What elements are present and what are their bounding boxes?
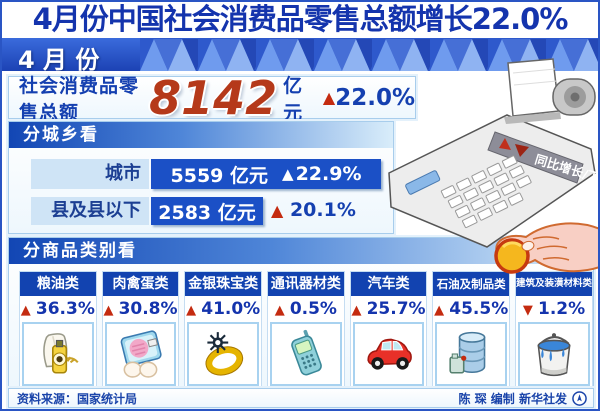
- down-triangle-icon: ▼: [522, 303, 533, 318]
- category-column-meat-eggs: 肉禽蛋类 ▲ 30.8%: [101, 271, 180, 389]
- urban-row-bar: 5559 亿元 ▲ 22.9%: [151, 159, 381, 189]
- up-triangle-icon: ▲: [322, 88, 336, 107]
- rural-row-value: 2583 亿元: [158, 201, 256, 224]
- page-title: 4月份中国社会消费品零售总额增长22.0%: [32, 2, 569, 36]
- rural-row-change: 20.1%: [289, 199, 356, 221]
- footer-bar: 资料来源：国家统计局 陈 琛 编制 新华社发: [8, 388, 594, 408]
- category-change-row: ▲ 41.0%: [185, 296, 261, 321]
- display-band: [487, 131, 584, 184]
- meat-eggs-icon: [120, 330, 162, 378]
- category-change-row: ▲ 30.8%: [103, 296, 179, 321]
- oil-barrel-icon: [449, 331, 486, 374]
- data-source: 资料来源：国家统计局: [17, 391, 138, 406]
- up-triangle-icon: ▲: [103, 303, 114, 318]
- urban-rural-section-title: 分城乡看: [9, 122, 393, 148]
- rural-row-bar: 2583 亿元: [151, 197, 263, 225]
- category-column-automobile: 汽车类 ▲ 25.7%: [349, 271, 428, 389]
- category-name: 建筑及装潢材料类: [516, 272, 593, 296]
- up-triangle-icon: ▲: [20, 303, 31, 318]
- category-name: 石油及制品类: [433, 272, 510, 296]
- category-change: 25.7%: [366, 299, 426, 319]
- blue-key: [405, 170, 441, 195]
- categories-panel: 分商品类别看 粮油类 ▲ 36.3% 肉禽蛋类: [8, 237, 594, 389]
- category-column-telecom: 通讯器材类 ▲ 0.5%: [267, 271, 345, 389]
- category-name: 粮油类: [20, 272, 96, 296]
- up-triangle-icon: ▲: [351, 303, 362, 318]
- headline-value: 8142: [149, 70, 278, 125]
- thumbnail: [521, 240, 535, 252]
- hand-with-coin: [494, 222, 600, 274]
- up-triangle-icon: ▲: [271, 201, 284, 220]
- category-column-building-materials: 建筑及装潢材料类 ▼ 1.2%: [515, 271, 594, 389]
- category-change-row: ▲ 45.5%: [433, 296, 509, 321]
- category-change: 0.5%: [289, 299, 337, 319]
- headline-label: 社会消费品零售总额: [19, 74, 140, 124]
- category-change-row: ▲ 0.5%: [268, 296, 344, 321]
- headline-change: 22.0%: [335, 84, 415, 111]
- keypad: [440, 155, 532, 229]
- category-name: 肉禽蛋类: [102, 272, 179, 296]
- calculator-illustration: 同比增长/下降: [388, 58, 600, 274]
- category-change: 41.0%: [201, 299, 261, 319]
- category-icon-box: [104, 322, 177, 386]
- category-change: 45.5%: [449, 299, 509, 319]
- paint-bucket-icon: [537, 333, 571, 377]
- category-name: 通讯器材类: [268, 272, 344, 296]
- gold-coin-icon: [494, 238, 530, 274]
- category-column-grain-oil: 粮油类 ▲ 36.3%: [19, 271, 97, 389]
- grain-oil-icon: [42, 333, 79, 374]
- month-banner: 4 月 份: [2, 38, 598, 71]
- urban-row-change: 22.9%: [295, 163, 362, 185]
- category-change: 30.8%: [118, 299, 178, 319]
- urban-rural-panel: 分城乡看 城市 5559 亿元 ▲ 22.9% 县及县以下 2583 亿元 ▲ …: [8, 121, 394, 234]
- category-change: 1.2%: [538, 299, 586, 319]
- category-icon-box: [352, 322, 425, 386]
- urban-row-label: 城市: [31, 159, 149, 189]
- xinhua-logo-icon: [572, 390, 587, 406]
- rural-row-change-wrap: ▲ 20.1%: [271, 199, 356, 221]
- category-icon-box: [270, 322, 342, 386]
- up-triangle-icon: ▲: [274, 303, 285, 318]
- category-name: 汽车类: [350, 272, 427, 296]
- up-triangle-icon: [499, 138, 511, 150]
- category-column-petroleum: 石油及制品类 ▲ 45.5%: [432, 271, 511, 389]
- gold-ring-icon: [205, 332, 244, 376]
- credit-line: 陈 琛 编制 新华社发: [458, 390, 587, 407]
- category-name: 金银珠宝类: [185, 272, 262, 296]
- receipt-paper: [507, 58, 560, 117]
- car-icon: [366, 338, 412, 370]
- headline-panel: 社会消费品零售总额 8142 亿元 ▲ 22.0%: [8, 70, 416, 125]
- category-icon-box: [187, 322, 260, 386]
- category-icon-box: [518, 322, 591, 386]
- category-change-row: ▼ 1.2%: [516, 296, 592, 321]
- month-label: 4 月 份: [18, 46, 100, 71]
- urban-row-value: 5559 亿元: [170, 164, 269, 187]
- up-triangle-icon: ▲: [186, 303, 197, 318]
- calculator-body: [388, 114, 596, 248]
- up-triangle-icon: ▲: [282, 165, 294, 183]
- category-change-row: ▲ 36.3%: [20, 296, 96, 321]
- headline-unit: 亿元: [283, 74, 303, 124]
- mobile-phone-icon: [291, 329, 322, 376]
- down-triangle-icon: [515, 144, 529, 157]
- up-triangle-icon: ▲: [434, 303, 445, 318]
- rural-row-label: 县及县以下: [31, 197, 149, 225]
- category-change: 36.3%: [35, 299, 95, 319]
- category-icon-box: [22, 322, 94, 386]
- category-change-row: ▲ 25.7%: [351, 296, 427, 321]
- credit-text: 陈 琛 编制 新华社发: [458, 391, 567, 406]
- category-icon-box: [435, 322, 508, 386]
- category-column-jewelry: 金银珠宝类 ▲ 41.0%: [184, 271, 263, 389]
- categories-row: 粮油类 ▲ 36.3% 肉禽蛋类 ▲ 30: [9, 264, 594, 389]
